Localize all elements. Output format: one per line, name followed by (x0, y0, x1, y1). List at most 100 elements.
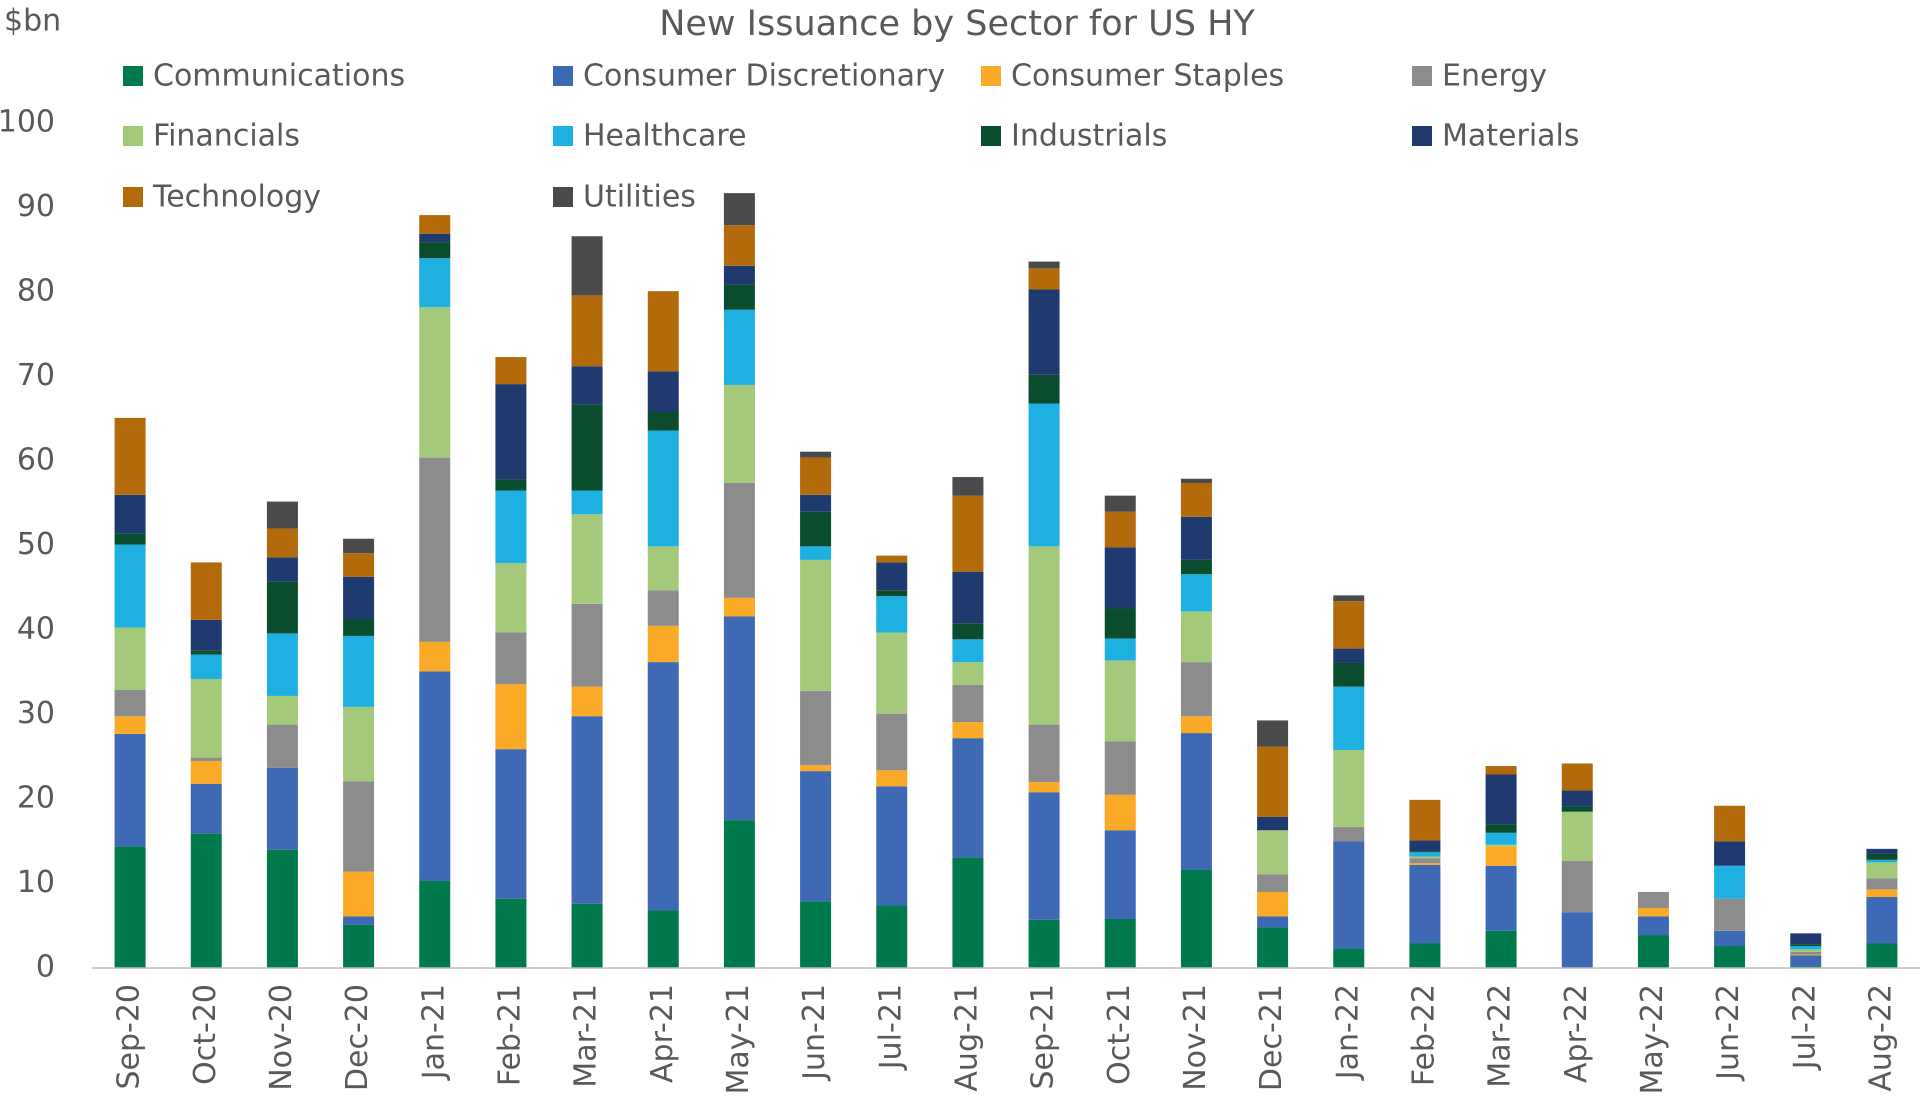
bar-segment (495, 684, 527, 750)
bar-segment (1790, 954, 1822, 956)
bar-segment (1333, 648, 1365, 663)
bar-segment (1485, 832, 1517, 845)
bar-segment (1180, 516, 1212, 560)
bar-segment (952, 623, 984, 640)
bar-segment (495, 632, 527, 685)
x-tick-label: Nov-21 (1178, 984, 1213, 1091)
bar-segment (1180, 478, 1212, 483)
bar-segment (876, 905, 908, 968)
x-tick-label: Jun-21 (797, 984, 832, 1082)
bar-segment (1409, 863, 1441, 865)
bar-segment (343, 706, 375, 782)
legend-swatch (981, 126, 1001, 146)
bar-segment (266, 581, 298, 634)
bar-segment (1409, 856, 1441, 859)
bar-segment (723, 820, 755, 968)
bar-segment (800, 451, 832, 458)
bar-segment (1637, 916, 1669, 936)
bar-segment (1028, 289, 1060, 375)
bar-segment (190, 654, 222, 680)
legend-swatch (1412, 66, 1432, 86)
bar-segment (343, 871, 375, 917)
bar-segment (1028, 546, 1060, 725)
bar-segment (1333, 662, 1365, 687)
bar-segment (1257, 816, 1289, 831)
bar-segment (1409, 943, 1441, 968)
bar-segment (114, 716, 146, 734)
bar-segment (419, 242, 451, 259)
bar-segment (723, 482, 755, 598)
bar-segment (1485, 846, 1517, 866)
bar-segment (1028, 268, 1060, 290)
bar-segment (952, 639, 984, 663)
bar-segment (1866, 889, 1898, 898)
bar-segment (1104, 918, 1136, 968)
bar-segment (571, 404, 603, 491)
bar-segment (419, 457, 451, 642)
bar-segment (190, 562, 222, 620)
bar-segment (571, 603, 603, 687)
bar-segment (114, 733, 146, 847)
bar-segment (1180, 611, 1212, 663)
bar-segment (647, 662, 679, 911)
bar-segment (495, 384, 527, 480)
bar-segment (800, 511, 832, 547)
bar-segment (1714, 946, 1746, 968)
bar-segment (876, 713, 908, 771)
bar-segment (1104, 495, 1136, 512)
bar-segment (1257, 830, 1289, 875)
x-tick-label: Aug-22 (1863, 984, 1898, 1092)
bar-segment (419, 880, 451, 968)
bar-segment (1180, 559, 1212, 575)
bar-segment (343, 538, 375, 554)
bar-segment (1561, 912, 1593, 968)
bar-segment (1180, 662, 1212, 717)
bar-segment (723, 309, 755, 385)
legend-label: Financials (153, 119, 300, 154)
bar-segment (343, 635, 375, 707)
bar-segment (1333, 749, 1365, 827)
bar-segment (495, 479, 527, 491)
legend-swatch (553, 187, 573, 207)
bar-segment (571, 236, 603, 296)
bar-segment (647, 291, 679, 372)
bar-segment (952, 684, 984, 723)
legend-label: Healthcare (583, 119, 747, 154)
chart-title: New Issuance by Sector for US HY (659, 4, 1255, 44)
bar-segment (1333, 826, 1365, 842)
bar-segment (1409, 851, 1441, 853)
bar-segment (1028, 792, 1060, 920)
bar-segment (800, 546, 832, 560)
y-tick-label: 0 (36, 950, 55, 985)
legend-label: Materials (1442, 119, 1580, 154)
bar-segment (190, 679, 222, 758)
x-tick-label: Apr-21 (645, 984, 680, 1083)
y-tick-label: 50 (17, 527, 55, 562)
bar-segment (1561, 811, 1593, 861)
bar-segment (266, 633, 298, 696)
y-tick-label: 90 (17, 189, 55, 224)
x-tick-label: Aug-21 (949, 984, 984, 1092)
bar-segment (1104, 511, 1136, 548)
bar-segment (1790, 955, 1822, 967)
bar-segment (571, 490, 603, 515)
bar-segment (571, 295, 603, 367)
bar-segment (495, 749, 527, 899)
legend-label: Industrials (1011, 119, 1167, 154)
bar-segment (1180, 733, 1212, 870)
bar-segment (1180, 716, 1212, 734)
bar-segment (1866, 853, 1898, 860)
bar-segment (1561, 790, 1593, 807)
y-tick-label: 30 (17, 696, 55, 731)
bar-segment (1866, 862, 1898, 879)
bar-segment (1104, 638, 1136, 661)
bar-segment (1333, 601, 1365, 649)
bar-segment (647, 430, 679, 547)
x-tick-label: Dec-21 (1254, 984, 1289, 1091)
bar-segment (266, 501, 298, 529)
bar-segment (1790, 951, 1822, 955)
bar-segment (190, 760, 222, 784)
bar-segment (952, 571, 984, 624)
bar-segment (266, 767, 298, 850)
bar-segment (419, 258, 451, 308)
